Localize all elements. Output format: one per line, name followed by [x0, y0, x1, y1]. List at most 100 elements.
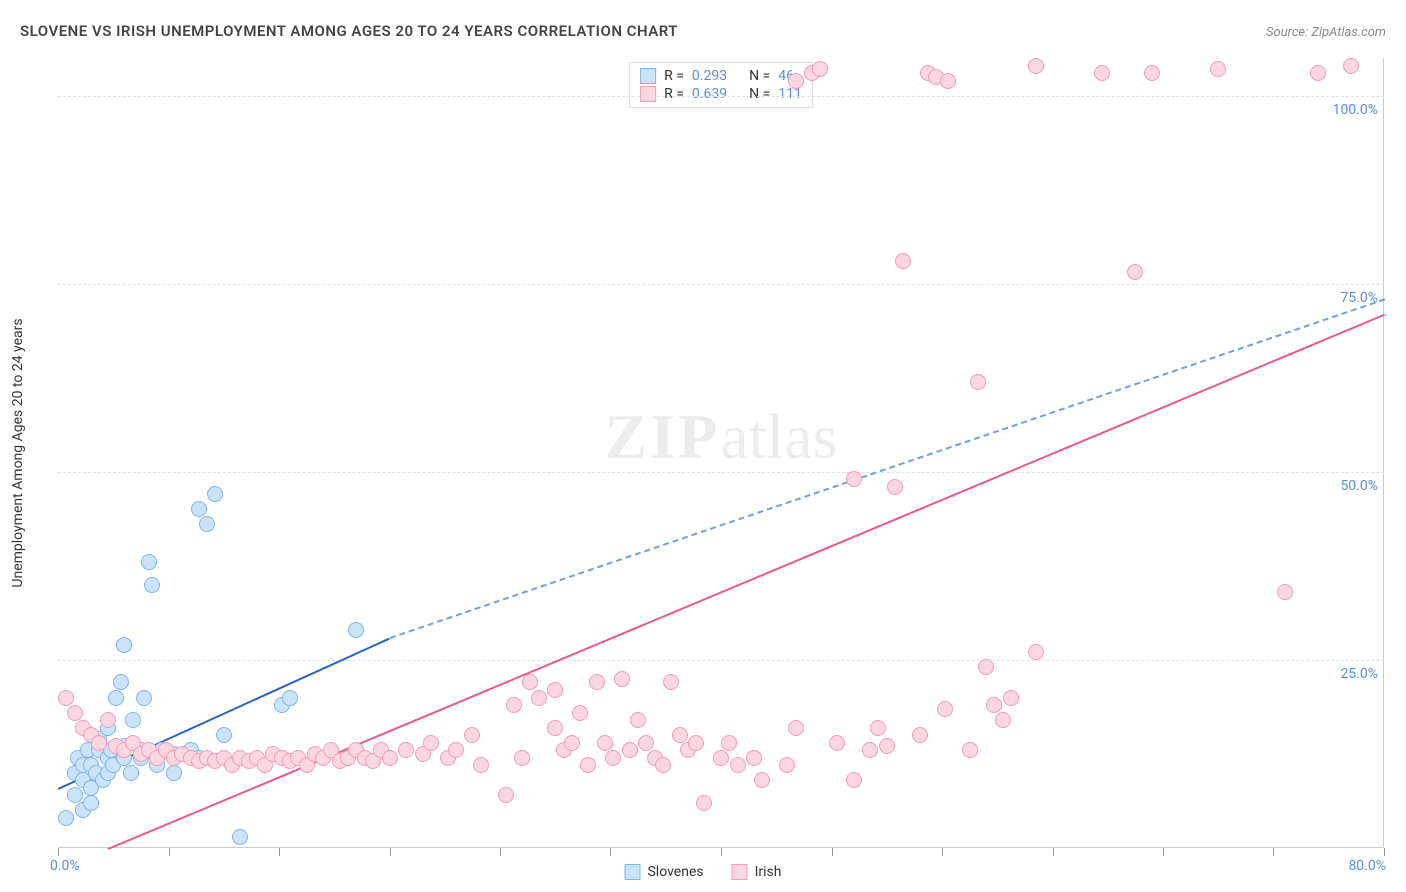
data-point: [812, 61, 828, 77]
data-point: [721, 735, 737, 751]
grid-line: [58, 660, 1384, 661]
data-point: [207, 486, 223, 502]
data-point: [113, 674, 129, 690]
data-point: [514, 750, 530, 766]
data-point: [663, 674, 679, 690]
data-point: [879, 738, 895, 754]
data-point: [191, 501, 207, 517]
data-point: [108, 690, 124, 706]
data-point: [398, 742, 414, 758]
r-label: R =: [664, 86, 684, 102]
r-label: R =: [664, 68, 684, 84]
data-point: [986, 697, 1002, 713]
data-point: [58, 690, 74, 706]
stats-row: R = 0.293N = 46: [640, 67, 802, 85]
x-tick: [610, 848, 611, 856]
data-point: [166, 765, 182, 781]
data-point: [589, 674, 605, 690]
data-point: [788, 73, 804, 89]
n-value: 111: [778, 86, 802, 102]
data-point: [348, 622, 364, 638]
y-tick-label: 25.0%: [1340, 666, 1378, 682]
series-legend: SlovenesIrish: [624, 864, 781, 880]
data-point: [282, 690, 298, 706]
x-tick: [1384, 848, 1385, 856]
data-point: [638, 735, 654, 751]
data-point: [464, 727, 480, 743]
legend-item: Irish: [732, 864, 782, 880]
data-point: [779, 757, 795, 773]
data-point: [1310, 65, 1326, 81]
data-point: [58, 810, 74, 826]
stats-legend: R = 0.293N = 46R = 0.639N = 111: [629, 62, 813, 108]
series-swatch: [624, 864, 640, 880]
data-point: [614, 671, 630, 687]
data-point: [713, 750, 729, 766]
y-tick-label: 100.0%: [1333, 102, 1378, 118]
grid-line: [58, 472, 1384, 473]
data-point: [116, 637, 132, 653]
series-swatch: [640, 68, 656, 84]
data-point: [754, 772, 770, 788]
data-point: [1343, 58, 1359, 74]
x-tick: [279, 848, 280, 856]
watermark: ZIPatlas: [605, 400, 838, 474]
data-point: [1003, 690, 1019, 706]
data-point: [498, 787, 514, 803]
y-tick-label: 50.0%: [1340, 478, 1378, 494]
series-swatch: [640, 86, 656, 102]
data-point: [688, 735, 704, 751]
data-point: [846, 772, 862, 788]
x-tick: [721, 848, 722, 856]
data-point: [978, 659, 994, 675]
data-point: [605, 750, 621, 766]
data-point: [522, 674, 538, 690]
x-tick: [832, 848, 833, 856]
data-point: [655, 757, 671, 773]
data-point: [940, 73, 956, 89]
x-tick: [58, 848, 59, 856]
y-axis-right: [1383, 58, 1384, 848]
x-min-label: 0.0%: [50, 858, 80, 874]
data-point: [423, 735, 439, 751]
data-point: [622, 742, 638, 758]
data-point: [123, 765, 139, 781]
data-point: [232, 829, 248, 845]
data-point: [136, 690, 152, 706]
data-point: [506, 697, 522, 713]
data-point: [597, 735, 613, 751]
data-point: [995, 712, 1011, 728]
legend-label: Irish: [755, 864, 782, 880]
source-label: Source: ZipAtlas.com: [1266, 25, 1386, 40]
x-tick: [942, 848, 943, 856]
data-point: [199, 516, 215, 532]
data-point: [887, 479, 903, 495]
data-point: [1144, 65, 1160, 81]
data-point: [1210, 61, 1226, 77]
grid-line: [58, 284, 1384, 285]
data-point: [672, 727, 688, 743]
grid-line: [58, 96, 1384, 97]
stats-row: R = 0.639N = 111: [640, 85, 802, 103]
x-tick: [1053, 848, 1054, 856]
data-point: [1028, 58, 1044, 74]
data-point: [144, 577, 160, 593]
data-point: [83, 795, 99, 811]
series-swatch: [732, 864, 748, 880]
x-max-label: 80.0%: [1348, 858, 1386, 874]
data-point: [91, 735, 107, 751]
x-tick: [169, 848, 170, 856]
data-point: [572, 705, 588, 721]
data-point: [125, 712, 141, 728]
data-point: [846, 471, 862, 487]
data-point: [696, 795, 712, 811]
data-point: [547, 682, 563, 698]
data-point: [1127, 264, 1143, 280]
r-value: 0.639: [692, 86, 727, 102]
data-point: [862, 742, 878, 758]
data-point: [788, 720, 804, 736]
data-point: [67, 705, 83, 721]
data-point: [580, 757, 596, 773]
x-tick: [390, 848, 391, 856]
x-tick: [1273, 848, 1274, 856]
